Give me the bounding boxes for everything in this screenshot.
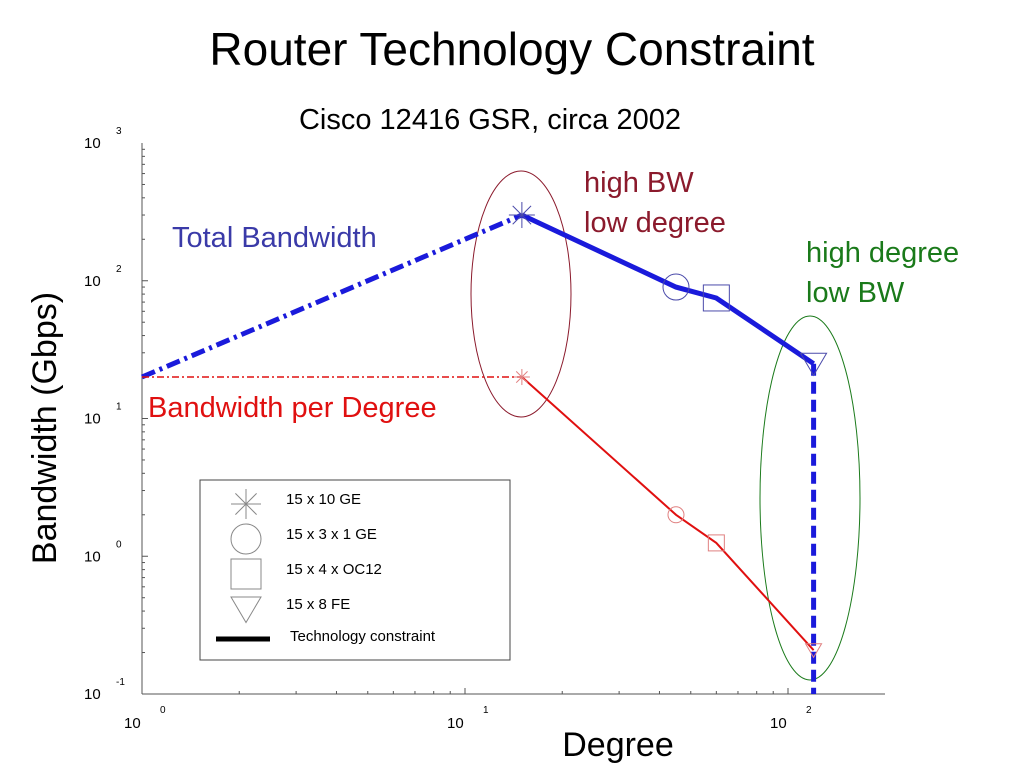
series-markers	[508, 202, 828, 659]
series-constraint-line	[520, 212, 815, 366]
high-bw-label: high BW	[584, 167, 694, 199]
marker-circle	[662, 273, 690, 301]
star-ray	[515, 371, 528, 384]
total-bandwidth-label: Total Bandwidth	[172, 222, 377, 254]
legend-label: 15 x 4 x OC12	[286, 561, 382, 578]
marker-star	[513, 369, 530, 386]
legend-circle-swatch	[230, 523, 262, 555]
legend-triangle-swatch	[230, 596, 262, 624]
high-degree-ellipse	[759, 315, 861, 681]
marker-star	[508, 202, 535, 229]
legend-label: 15 x 3 x 1 GE	[286, 526, 377, 543]
legend-label: Technology constraint	[290, 628, 436, 645]
marker-triangle	[799, 352, 828, 377]
legend-label: 15 x 8 FE	[286, 596, 350, 613]
marker-square	[702, 284, 730, 312]
series-extrapolated-line	[141, 212, 523, 380]
marker-triangle	[804, 643, 823, 659]
x-tick-label: 10	[124, 715, 141, 732]
legend-square-swatch	[230, 558, 262, 590]
page-subtitle: Cisco 12416 GSR, circa 2002	[298, 104, 682, 136]
star-ray	[512, 205, 532, 225]
axes: 10 3 10 2 10 1 10 0 10 -1 10 0 10 1 10 2 Degree Bandwidth…	[26, 126, 885, 764]
marker-square	[707, 534, 725, 552]
high-bw-ellipse	[470, 170, 572, 418]
page-title: Router Technology Constraint	[209, 23, 815, 75]
y-axis-title: Bandwidth (Gbps)	[26, 292, 64, 564]
y-tick-label: 10	[84, 686, 101, 703]
low-degree-label: low degree	[584, 207, 726, 239]
y-tick-label: 10	[84, 548, 101, 565]
x-tick-exponent: 2	[806, 705, 812, 716]
highlight-ellipses	[470, 170, 861, 681]
legend: 15 x 10 GE 15 x 3 x 1 GE 15 x 4 x OC12 15 x…	[199, 479, 511, 661]
legend-label: 15 x 10 GE	[286, 491, 361, 508]
x-tick-label: 10	[770, 715, 787, 732]
high-degree-label: high degree	[806, 237, 959, 269]
x-axis-title: Degree	[562, 726, 674, 764]
marker-circle	[667, 506, 685, 524]
legend-star-swatch	[231, 489, 261, 519]
x-tick-exponent: 1	[483, 705, 489, 716]
series-lines	[141, 212, 817, 694]
y-tick-exponent: -1	[116, 677, 125, 688]
y-tick-exponent: 0	[116, 539, 122, 550]
bandwidth-per-degree-label: Bandwidth per Degree	[148, 392, 437, 424]
y-tick-label: 10	[84, 135, 101, 152]
x-tick-label: 10	[447, 715, 464, 732]
annotations: Total Bandwidth Bandwidth per Degree high …	[148, 167, 959, 424]
y-tick-label: 10	[84, 273, 101, 290]
y-tick-exponent: 1	[116, 402, 122, 413]
y-tick-label: 10	[84, 411, 101, 428]
y-tick-exponent: 2	[116, 264, 122, 275]
star-ray	[235, 493, 257, 515]
low-bw-label: low BW	[806, 277, 905, 309]
x-tick-exponent: 0	[160, 705, 166, 716]
y-tick-exponent: 3	[116, 126, 122, 137]
series-constraint-line	[521, 376, 815, 651]
